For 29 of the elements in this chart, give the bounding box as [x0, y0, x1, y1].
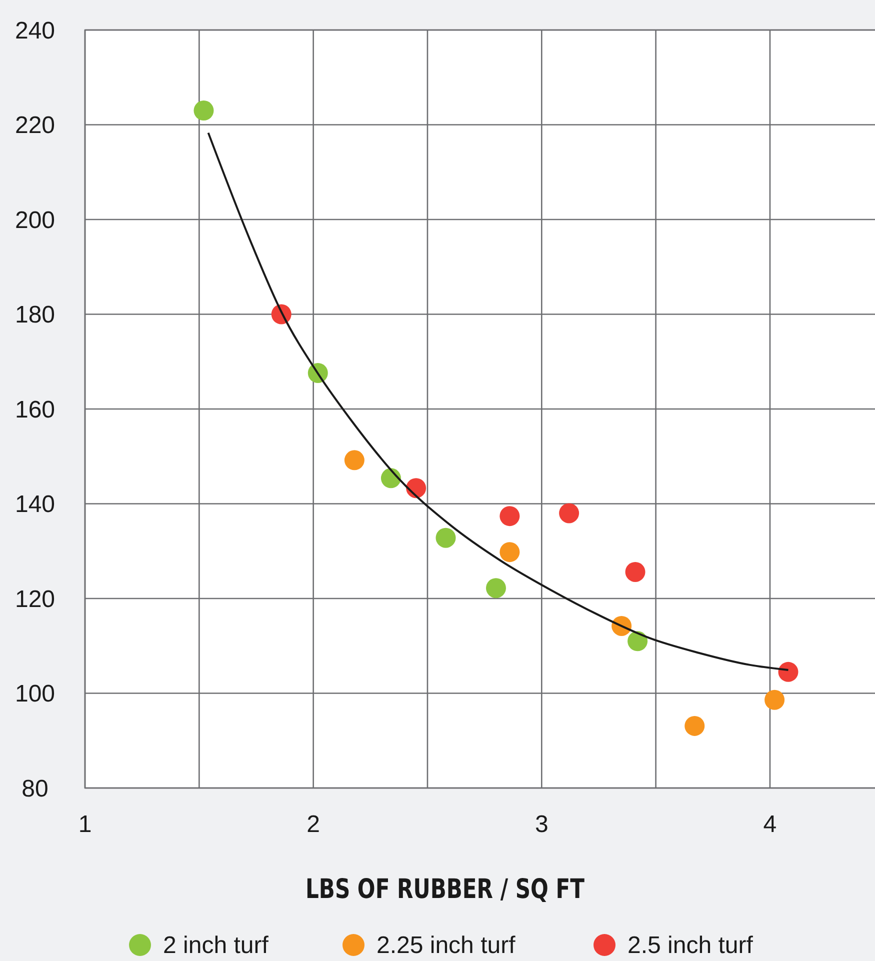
legend-label: 2 inch turf	[163, 932, 269, 959]
point	[778, 662, 798, 682]
point	[344, 450, 364, 470]
point	[436, 528, 456, 548]
y-tick-label: 240	[14, 17, 56, 44]
x-axis-title: LBS OF RUBBER / SQ FT	[305, 873, 585, 905]
x-tick-label: 4	[763, 811, 777, 838]
point	[486, 578, 506, 598]
point	[500, 506, 520, 526]
point	[764, 690, 785, 710]
x-tick-label: 2	[306, 811, 320, 838]
point	[500, 542, 520, 562]
y-tick-label: 100	[14, 680, 56, 708]
y-tick-label: 220	[14, 112, 56, 140]
x-tick-label: 1	[78, 811, 92, 838]
legend-label: 2.25 inch turf	[376, 932, 516, 959]
x-tick-label: 3	[534, 811, 548, 838]
y-tick-label: 80	[22, 775, 48, 802]
y-tick-label: 140	[14, 491, 56, 518]
point	[625, 562, 646, 582]
y-tick-label: 160	[14, 396, 56, 424]
point	[684, 716, 705, 736]
y-tick-label: 200	[14, 206, 56, 234]
y-tick-label: 120	[14, 586, 56, 613]
legend-label: 2.5 inch turf	[628, 932, 754, 959]
point	[194, 100, 214, 121]
point	[628, 631, 648, 652]
point	[559, 503, 580, 524]
y-tick-label: 180	[14, 302, 56, 329]
